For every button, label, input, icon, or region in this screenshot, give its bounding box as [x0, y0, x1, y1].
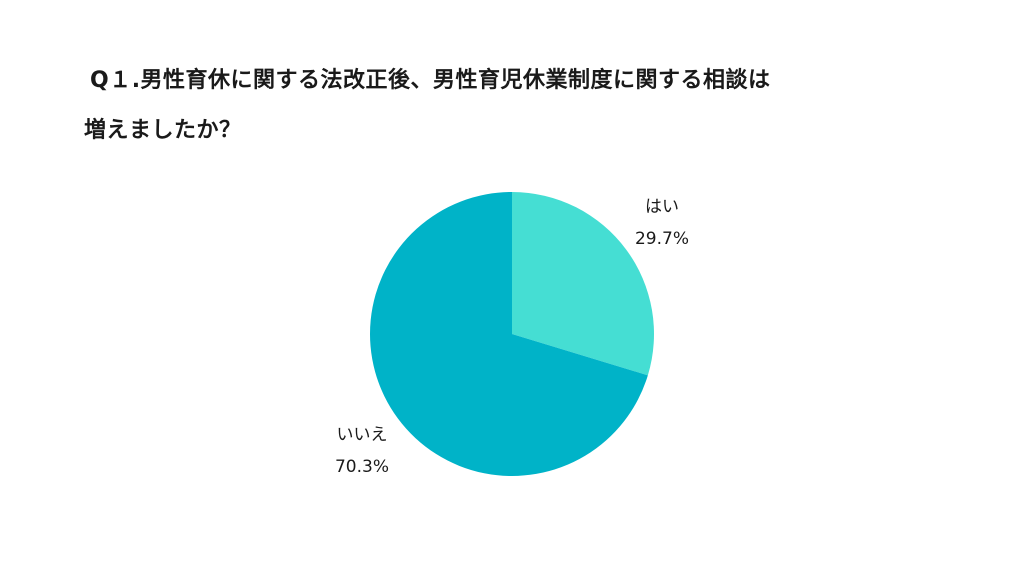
pie-slice-no: [369, 192, 648, 477]
slice-label-no: いいえ: [337, 425, 388, 445]
title-line-1: Q１.男性育休に関する法改正後、男性育児休業制度に関する相談は: [90, 68, 771, 93]
slice-value-yes: 29.7%: [635, 229, 689, 249]
pie-slice-yes: [512, 192, 654, 376]
pie-slices: [369, 192, 654, 477]
title-line-2: 増えましたか？: [84, 118, 242, 143]
pie-labels: はい 29.7% いいえ 70.3%: [335, 197, 689, 477]
chart-title: Q１.男性育休に関する法改正後、男性育児休業制度に関する相談は 増えましたか？: [84, 56, 964, 156]
slice-label-yes: はい: [645, 197, 679, 217]
slice-value-no: 70.3%: [335, 457, 389, 477]
